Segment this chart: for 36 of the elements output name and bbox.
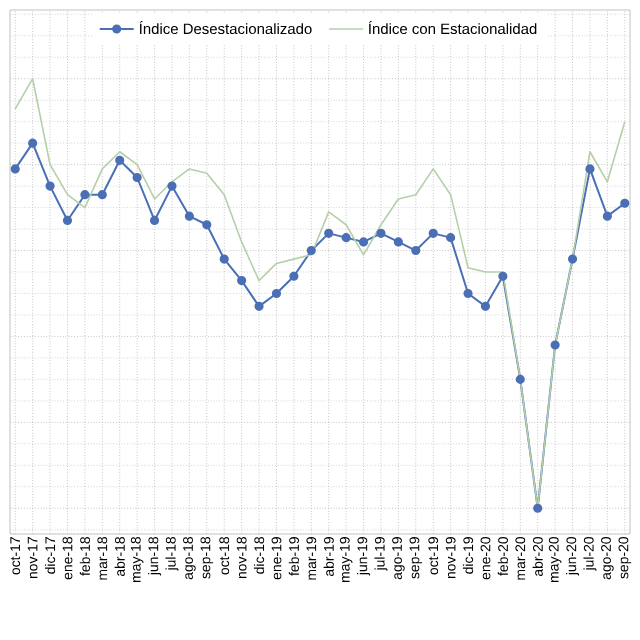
point bbox=[289, 271, 299, 281]
point bbox=[306, 245, 316, 256]
point bbox=[202, 220, 212, 230]
point bbox=[115, 155, 125, 165]
point bbox=[446, 233, 456, 243]
point bbox=[80, 190, 90, 200]
point bbox=[620, 198, 630, 208]
point bbox=[324, 228, 334, 238]
point bbox=[237, 276, 247, 286]
point bbox=[602, 211, 612, 221]
point bbox=[184, 211, 194, 221]
point bbox=[45, 181, 55, 191]
point bbox=[62, 215, 73, 226]
point bbox=[480, 301, 491, 311]
point bbox=[411, 245, 421, 256]
point bbox=[149, 215, 160, 226]
point bbox=[550, 340, 560, 350]
point bbox=[463, 288, 473, 299]
point bbox=[341, 233, 351, 243]
point bbox=[271, 288, 282, 299]
point bbox=[167, 181, 177, 191]
point bbox=[132, 172, 142, 183]
point bbox=[515, 374, 525, 384]
point bbox=[254, 301, 264, 311]
point bbox=[498, 271, 508, 281]
point bbox=[358, 237, 369, 247]
point bbox=[28, 138, 38, 148]
point bbox=[533, 503, 543, 513]
point bbox=[585, 164, 595, 174]
point bbox=[10, 164, 20, 174]
point bbox=[428, 228, 438, 238]
point bbox=[376, 228, 386, 238]
point bbox=[393, 237, 403, 247]
point bbox=[567, 254, 578, 264]
point bbox=[219, 254, 229, 264]
point bbox=[97, 190, 107, 200]
